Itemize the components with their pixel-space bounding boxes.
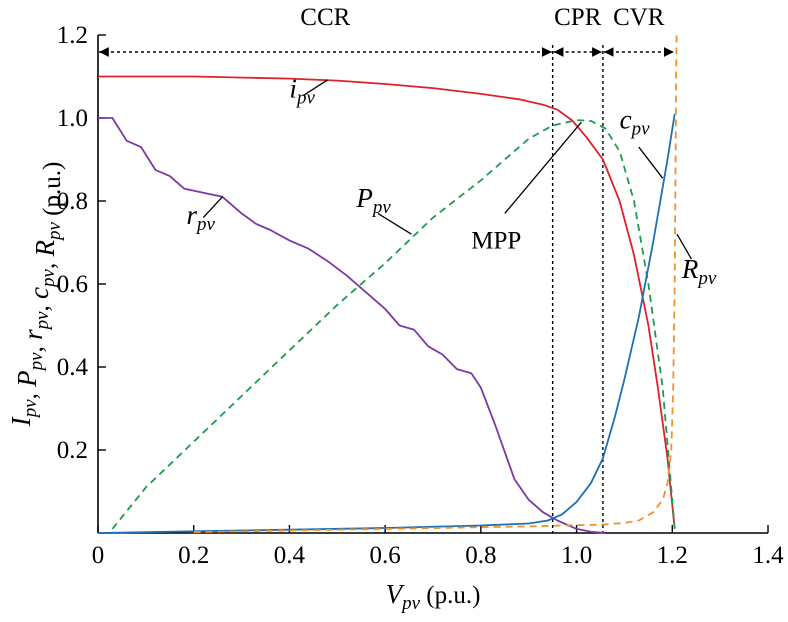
x-tick-label: 1.2 xyxy=(657,542,688,569)
x-tick-label: 0.4 xyxy=(274,542,306,569)
annotation-leader xyxy=(202,196,223,219)
annotation-label: rpv xyxy=(187,200,216,235)
annotation-leader xyxy=(676,233,692,260)
region-label: CCR xyxy=(300,4,350,31)
region-label: CVR xyxy=(613,4,665,31)
y-tick-label: 1.2 xyxy=(57,22,88,49)
x-tick-label: 1.4 xyxy=(752,542,784,569)
series xyxy=(97,34,678,534)
ticks: 0 0.2 0.4 0.6 0.8 1.0 1.2 1.4 0.2 0.4 0.6 0.8 1.0 1.2 xyxy=(57,22,784,569)
y-tick-label: 0.2 xyxy=(57,437,88,464)
y-tick-label: 0.6 xyxy=(57,271,88,298)
annotation-label: Ppv xyxy=(355,183,391,218)
annotation-leader xyxy=(638,146,664,179)
series-line-p-pv xyxy=(111,119,676,530)
x-axis-title: Vpv (p.u.) xyxy=(386,579,481,614)
x-tick-label: 1.0 xyxy=(561,542,592,569)
y-tick-label: 1.0 xyxy=(57,105,88,132)
annotation-label: Rpv xyxy=(681,254,717,289)
series-line-c-pv xyxy=(97,113,676,534)
series-line-r-pv xyxy=(98,117,606,534)
y-tick-label: 0.4 xyxy=(57,354,89,381)
annotation-leader xyxy=(377,212,412,235)
annotation-label: MPP xyxy=(471,228,521,255)
annotation-label: cpv xyxy=(620,104,650,139)
x-tick-label: 0.2 xyxy=(178,542,209,569)
x-tick-label: 0.6 xyxy=(370,542,401,569)
region-label: CPR xyxy=(554,4,602,31)
annotations: ipv rpv Ppv MPP cpv Rpv xyxy=(187,73,717,289)
annotation-leader xyxy=(303,79,329,96)
series-line-i-pv xyxy=(98,75,676,529)
y-tick-label: 0.8 xyxy=(57,188,88,215)
x-tick-label: 0 xyxy=(92,542,105,569)
annotation-label: ipv xyxy=(289,73,315,108)
series-line-r-pv xyxy=(193,34,678,534)
regions: CCR CPR CVR xyxy=(99,4,674,533)
y-axis-title: Ipv, Ppv, rpv, cpv, Rpv (p.u.) xyxy=(6,162,66,428)
x-tick-label: 0.8 xyxy=(465,542,496,569)
annotation-leader xyxy=(504,121,582,214)
